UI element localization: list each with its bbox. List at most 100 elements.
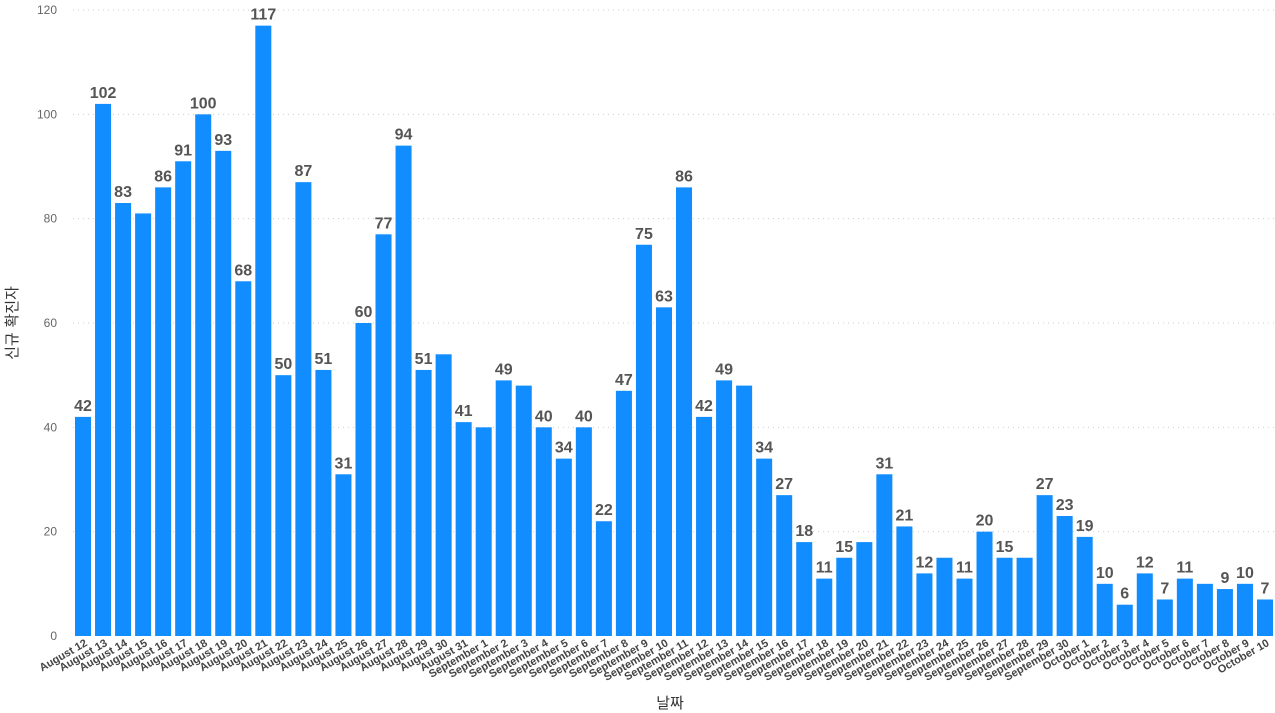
data-label: 27 xyxy=(775,476,793,493)
data-label: 12 xyxy=(1136,554,1154,571)
bar xyxy=(95,103,112,636)
gridlines xyxy=(73,9,1275,533)
data-label: 77 xyxy=(375,215,393,232)
bar xyxy=(1056,516,1073,636)
bar xyxy=(1116,604,1133,636)
bar xyxy=(696,416,713,636)
bar xyxy=(896,526,913,636)
data-label: 50 xyxy=(274,356,292,373)
data-label: 31 xyxy=(335,455,353,472)
bar xyxy=(595,521,612,636)
bar xyxy=(1016,557,1033,636)
data-label: 60 xyxy=(355,304,373,321)
data-label: 10 xyxy=(1096,565,1114,582)
bar xyxy=(515,385,532,636)
bar xyxy=(195,114,212,637)
data-label: 51 xyxy=(415,351,433,368)
bar xyxy=(996,557,1013,636)
bar xyxy=(615,390,632,636)
data-label: 22 xyxy=(595,502,613,519)
bar xyxy=(1096,583,1113,636)
bar xyxy=(876,474,893,636)
bar xyxy=(175,161,192,637)
y-tick-label: 100 xyxy=(37,107,57,121)
bar xyxy=(255,25,272,636)
bar xyxy=(335,474,352,636)
data-label: 47 xyxy=(615,372,633,389)
bar xyxy=(1236,583,1253,636)
bar xyxy=(756,458,773,636)
data-labels: 4210283869110093681175087513160779451414… xyxy=(74,7,1269,603)
bar xyxy=(155,187,172,636)
bars xyxy=(75,25,1273,637)
data-label: 40 xyxy=(535,408,553,425)
data-label: 7 xyxy=(1160,580,1169,597)
bar xyxy=(435,354,452,636)
data-label: 11 xyxy=(816,560,833,577)
y-axis-title: 신규 확진자 xyxy=(3,286,21,360)
bar xyxy=(555,458,572,636)
bar xyxy=(535,427,552,636)
data-label: 87 xyxy=(294,163,312,180)
bar xyxy=(836,557,853,636)
bar xyxy=(916,573,933,636)
y-tick-label: 80 xyxy=(44,212,58,226)
y-tick-label: 120 xyxy=(37,3,57,17)
bar xyxy=(75,416,92,636)
bar xyxy=(776,495,793,636)
data-label: 102 xyxy=(90,85,117,102)
bar xyxy=(315,369,332,636)
data-label: 34 xyxy=(555,440,573,457)
y-tick-label: 0 xyxy=(50,629,57,643)
bar xyxy=(1256,599,1273,636)
data-label: 40 xyxy=(575,408,593,425)
data-label: 11 xyxy=(1176,560,1193,577)
data-label: 7 xyxy=(1261,580,1270,597)
bar xyxy=(796,542,813,636)
bar xyxy=(1156,599,1173,636)
data-label: 11 xyxy=(956,560,973,577)
bar xyxy=(395,145,412,636)
data-label: 21 xyxy=(895,507,913,524)
bar xyxy=(115,203,132,636)
bar xyxy=(235,281,252,636)
bar xyxy=(495,380,512,636)
data-label: 49 xyxy=(495,361,513,378)
bar xyxy=(1036,495,1053,636)
data-label: 31 xyxy=(875,455,893,472)
data-label: 10 xyxy=(1236,565,1254,582)
y-tick-label: 20 xyxy=(44,525,58,539)
bar xyxy=(976,531,993,636)
bar xyxy=(275,375,292,636)
data-label: 75 xyxy=(635,226,653,243)
y-tick-label: 60 xyxy=(44,316,58,330)
x-axis-title: 날짜 xyxy=(656,694,684,712)
bar xyxy=(1216,589,1233,636)
bar xyxy=(1136,573,1153,636)
data-label: 23 xyxy=(1056,497,1074,514)
data-label: 63 xyxy=(655,288,673,305)
data-label: 86 xyxy=(154,168,172,185)
bar xyxy=(736,385,753,636)
data-label: 49 xyxy=(715,361,733,378)
y-axis-ticks: 0 20 40 60 80 100 120 xyxy=(37,3,57,643)
data-label: 20 xyxy=(976,513,994,530)
bar xyxy=(856,542,873,636)
data-label: 15 xyxy=(835,539,853,556)
bar xyxy=(215,150,232,636)
data-label: 94 xyxy=(395,127,413,144)
data-label: 19 xyxy=(1076,518,1094,535)
data-label: 68 xyxy=(234,262,252,279)
bar xyxy=(415,369,432,636)
data-label: 117 xyxy=(250,7,276,24)
bar xyxy=(655,307,672,636)
data-label: 42 xyxy=(74,398,92,415)
bar xyxy=(1076,536,1093,636)
data-label: 93 xyxy=(214,132,232,149)
data-label: 6 xyxy=(1120,586,1129,603)
data-label: 42 xyxy=(695,398,713,415)
data-label: 100 xyxy=(190,95,217,112)
y-tick-label: 40 xyxy=(44,420,58,434)
